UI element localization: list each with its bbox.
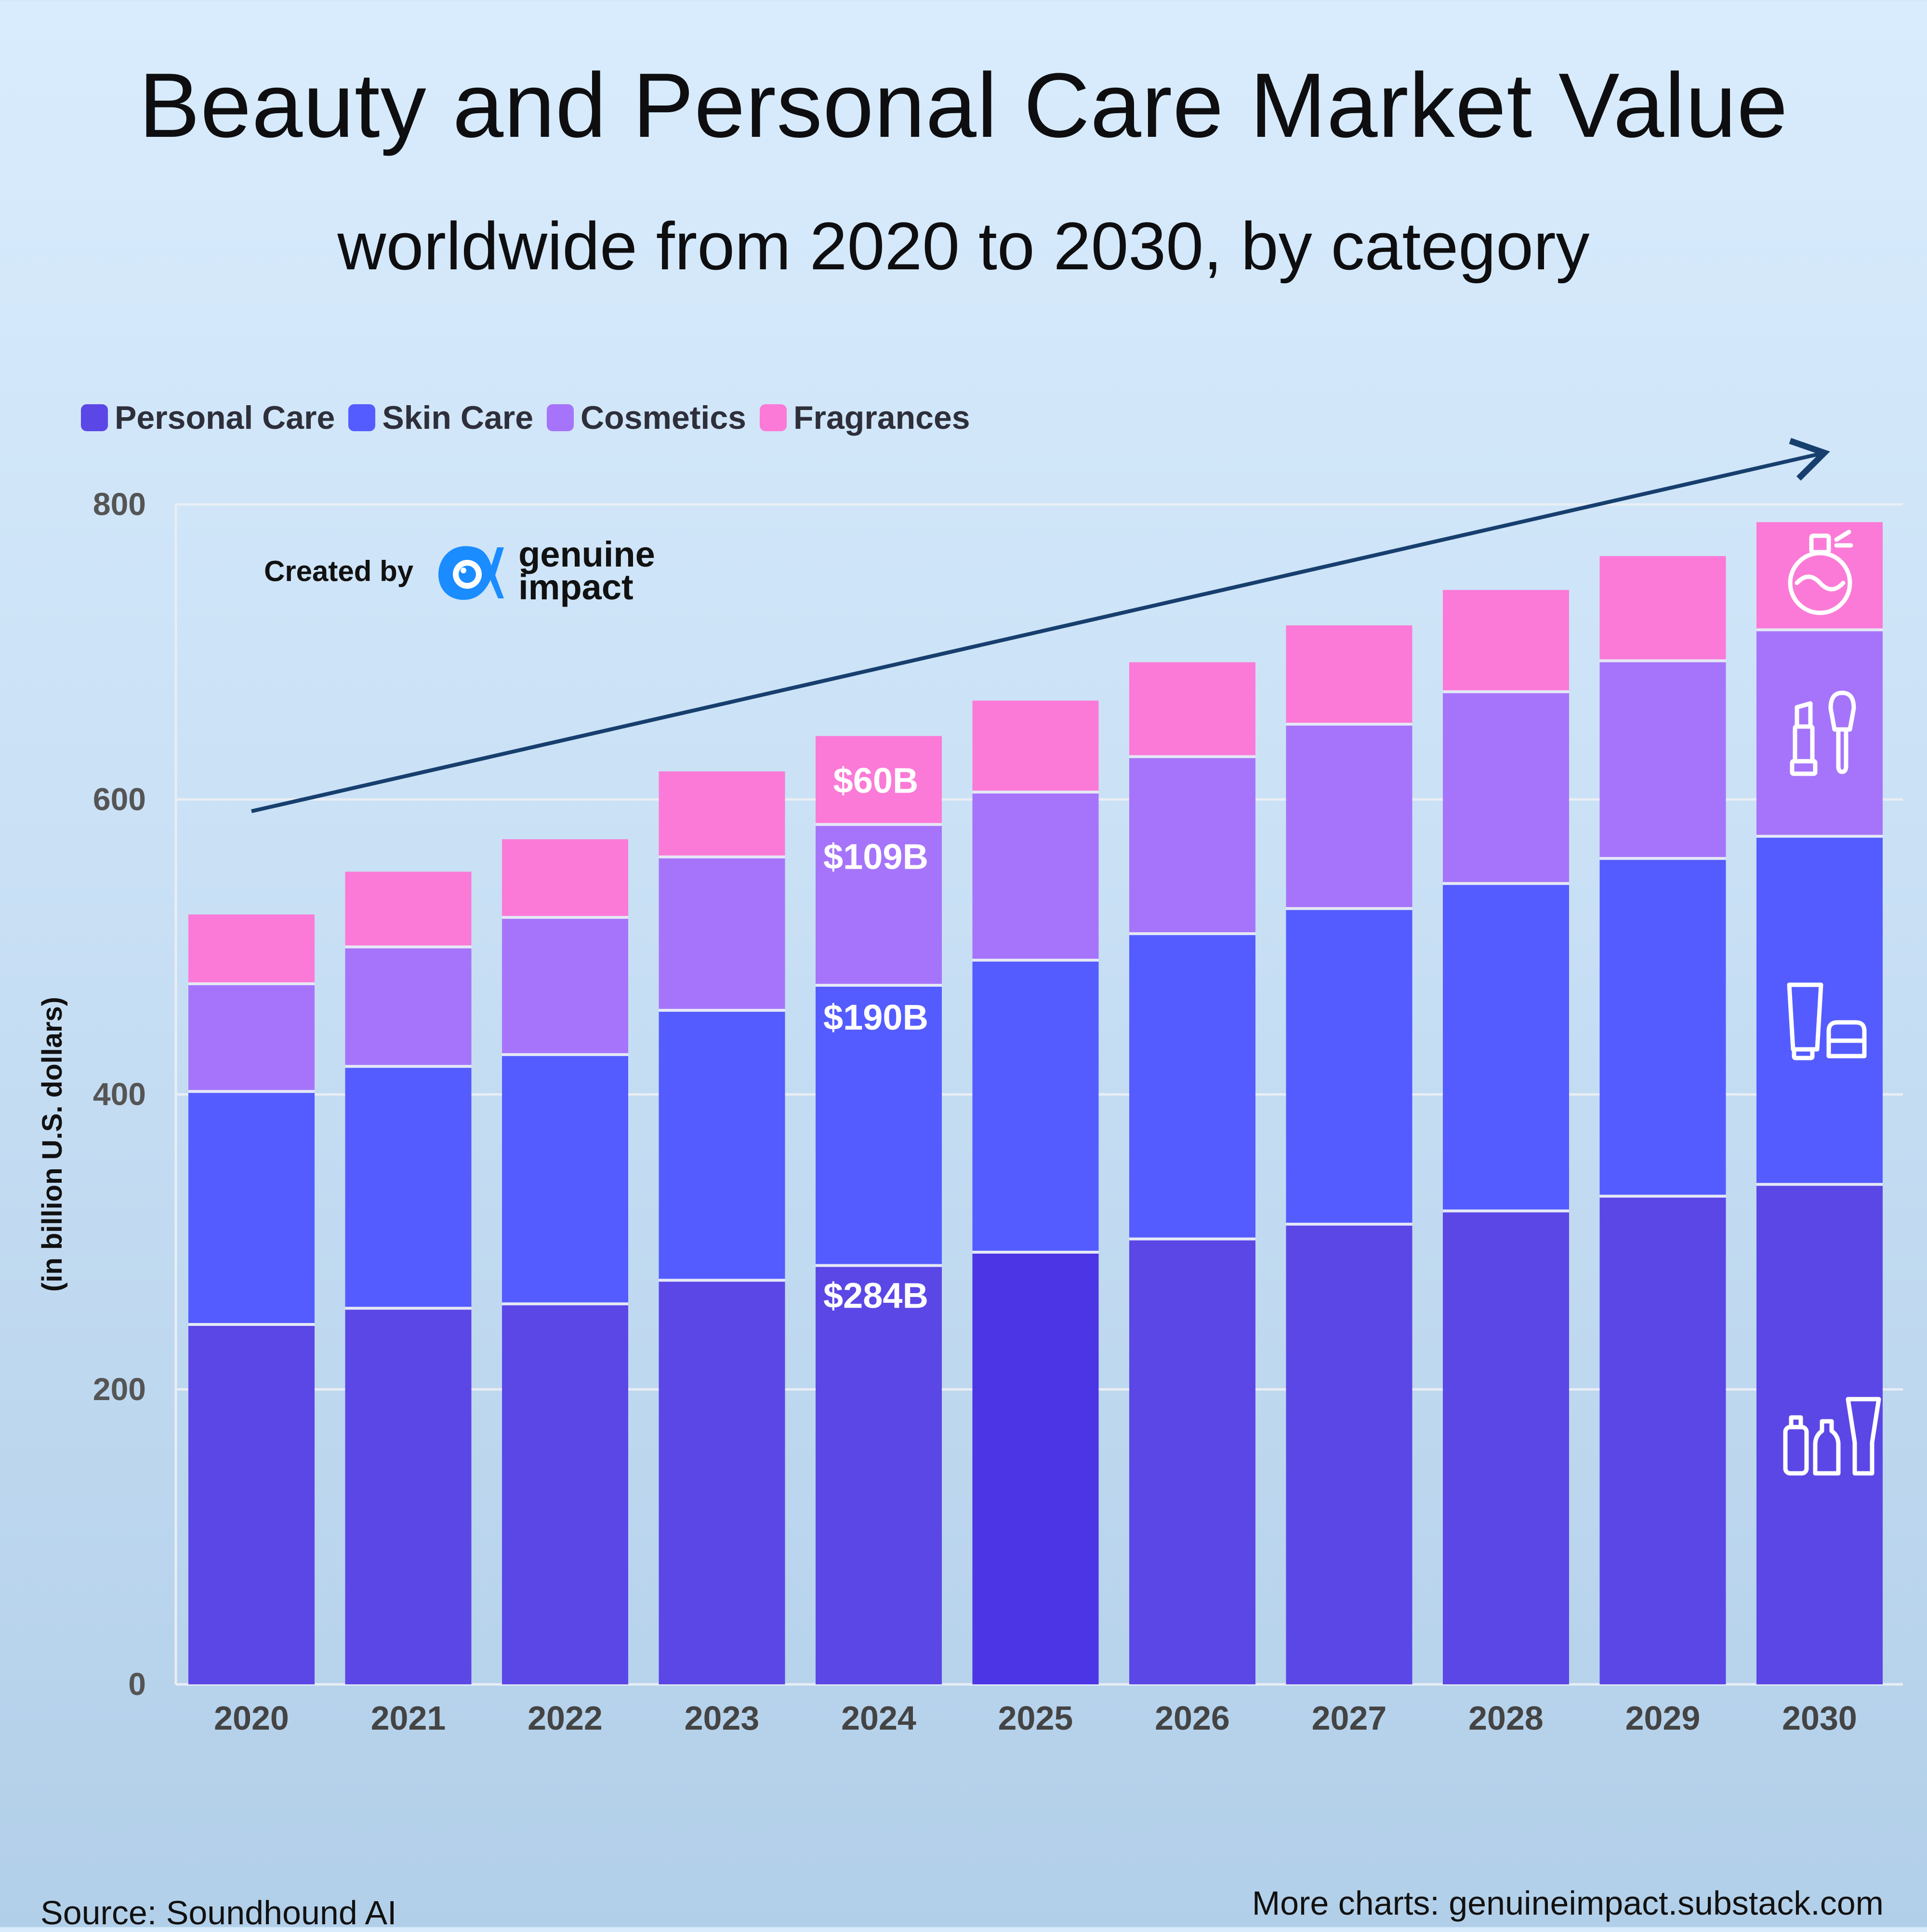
bar-segment-skin-care-2027 — [1286, 908, 1412, 1224]
trend-arrow — [251, 438, 1830, 813]
bar-segment-personal-care-2024 — [816, 1265, 942, 1684]
chart-subtitle: worldwide from 2020 to 2030, by category — [337, 208, 1590, 284]
bar-segment-personal-care-2027 — [1286, 1224, 1412, 1684]
legend-swatch-fragrances — [759, 404, 787, 431]
bar-segment-personal-care-2026 — [1129, 1239, 1255, 1684]
bar-segment-skin-care-2024 — [816, 985, 942, 1266]
y-tick-label: 400 — [93, 1076, 146, 1112]
legend-item-personal-care: Personal Care — [81, 399, 335, 437]
bar-segment-fragrances-2026 — [1129, 662, 1255, 757]
bar-segment-cosmetics-2028 — [1443, 691, 1569, 884]
perfume-bottle-icon — [1788, 529, 1853, 615]
legend-item-cosmetics: Cosmetics — [547, 399, 746, 437]
genuine-impact-logo-icon — [438, 546, 504, 600]
x-tick-label: 2020 — [214, 1699, 289, 1737]
x-tick-label: 2029 — [1625, 1699, 1701, 1737]
bar-segment-personal-care-2022 — [502, 1304, 628, 1684]
y-tick-label: 0 — [128, 1666, 146, 1702]
bar-segment-personal-care-2029 — [1599, 1196, 1726, 1684]
bar-segment-fragrances-2023 — [659, 771, 785, 857]
bar-segment-fragrances-2027 — [1286, 625, 1412, 725]
x-tick-label: 2023 — [685, 1699, 760, 1737]
x-tick-label: 2025 — [998, 1699, 1073, 1737]
bar-segment-skin-care-2025 — [972, 960, 1099, 1253]
x-tick-label: 2022 — [528, 1699, 603, 1737]
bar-segment-fragrances-2028 — [1443, 590, 1569, 692]
brand-name-line2: impact — [518, 567, 634, 607]
bar-segment-skin-care-2022 — [502, 1054, 628, 1304]
data-label-skin-care: $190B — [823, 997, 928, 1037]
more-charts-link[interactable]: More charts: genuineimpact.substack.com — [1252, 1884, 1884, 1922]
legend-label-fragrances: Fragrances — [793, 399, 970, 436]
y-axis-label: (in billion U.S. dollars) — [37, 997, 68, 1292]
bar-segment-cosmetics-2029 — [1599, 661, 1726, 859]
x-tick-label: 2030 — [1782, 1699, 1857, 1737]
bar-segment-cosmetics-2023 — [659, 857, 785, 1011]
legend-swatch-personal-care — [81, 404, 108, 431]
bar-segment-skin-care-2029 — [1599, 858, 1726, 1196]
bar-segment-personal-care-2020 — [188, 1324, 315, 1684]
legend-swatch-skin-care — [348, 404, 376, 431]
data-label-personal-care: $284B — [823, 1276, 928, 1316]
bar-segment-personal-care-2021 — [345, 1308, 472, 1684]
y-tick-label: 600 — [93, 781, 146, 817]
x-tick-label: 2021 — [371, 1699, 446, 1737]
data-label-fragrances: $60B — [833, 760, 919, 800]
legend-swatch-cosmetics — [547, 404, 574, 431]
legend-item-fragrances: Fragrances — [759, 399, 970, 437]
bar-segment-fragrances-2020 — [188, 914, 315, 984]
bar-segment-fragrances-2025 — [972, 701, 1099, 792]
x-tick-label: 2026 — [1155, 1699, 1230, 1737]
bar-segment-cosmetics-2024 — [816, 824, 942, 985]
brand-name: genuine impact — [518, 534, 655, 607]
legend-item-skin-care: Skin Care — [348, 399, 533, 437]
bar-segment-skin-care-2026 — [1129, 933, 1255, 1239]
x-tick-label: 2028 — [1468, 1699, 1544, 1737]
bar-segment-cosmetics-2027 — [1286, 724, 1412, 909]
credit-prefix: Created by — [264, 555, 414, 587]
x-tick-label: 2027 — [1312, 1699, 1387, 1737]
legend-label-cosmetics: Cosmetics — [581, 399, 746, 436]
data-label-cosmetics: $109B — [823, 836, 928, 876]
bar-segment-skin-care-2023 — [659, 1010, 785, 1281]
bar-segment-personal-care-2028 — [1443, 1211, 1569, 1684]
makeup-lipstick-brush-icon — [1790, 690, 1856, 776]
bar-segment-cosmetics-2020 — [188, 983, 315, 1092]
bar-segment-personal-care-2025 — [972, 1252, 1099, 1684]
bar-segment-cosmetics-2025 — [972, 792, 1099, 960]
bar-segment-cosmetics-2021 — [345, 947, 472, 1067]
chart-title: Beauty and Personal Care Market Value — [139, 54, 1788, 157]
credit-block: Created by genuine impact — [264, 535, 655, 607]
x-tick-label: 2024 — [841, 1699, 916, 1737]
y-tick-label: 800 — [93, 486, 146, 522]
source-note: Source: Soundhound AI — [40, 1894, 397, 1932]
bar-segment-cosmetics-2026 — [1129, 756, 1255, 934]
brand-name-line1: genuine — [518, 534, 655, 574]
bar-segment-personal-care-2023 — [659, 1280, 785, 1684]
legend: Personal Care Skin Care Cosmetics Fragra… — [81, 399, 984, 437]
bar-segment-fragrances-2022 — [502, 839, 628, 918]
body-care-bottles-icon — [1783, 1397, 1881, 1476]
bar-segment-cosmetics-2030 — [1756, 630, 1883, 836]
y-tick-label: 200 — [93, 1371, 146, 1407]
legend-label-skin-care: Skin Care — [382, 399, 534, 436]
legend-label-personal-care: Personal Care — [115, 399, 335, 436]
bar-segment-fragrances-2029 — [1599, 556, 1726, 661]
bar-segment-skin-care-2028 — [1443, 883, 1569, 1211]
bar-segment-skin-care-2021 — [345, 1066, 472, 1309]
bar-segment-fragrances-2021 — [345, 872, 472, 947]
bar-segment-fragrances-2024 — [816, 736, 942, 825]
bar-segment-cosmetics-2022 — [502, 917, 628, 1055]
bar-segment-skin-care-2020 — [188, 1091, 315, 1325]
skin-care-tube-icon — [1787, 982, 1867, 1060]
